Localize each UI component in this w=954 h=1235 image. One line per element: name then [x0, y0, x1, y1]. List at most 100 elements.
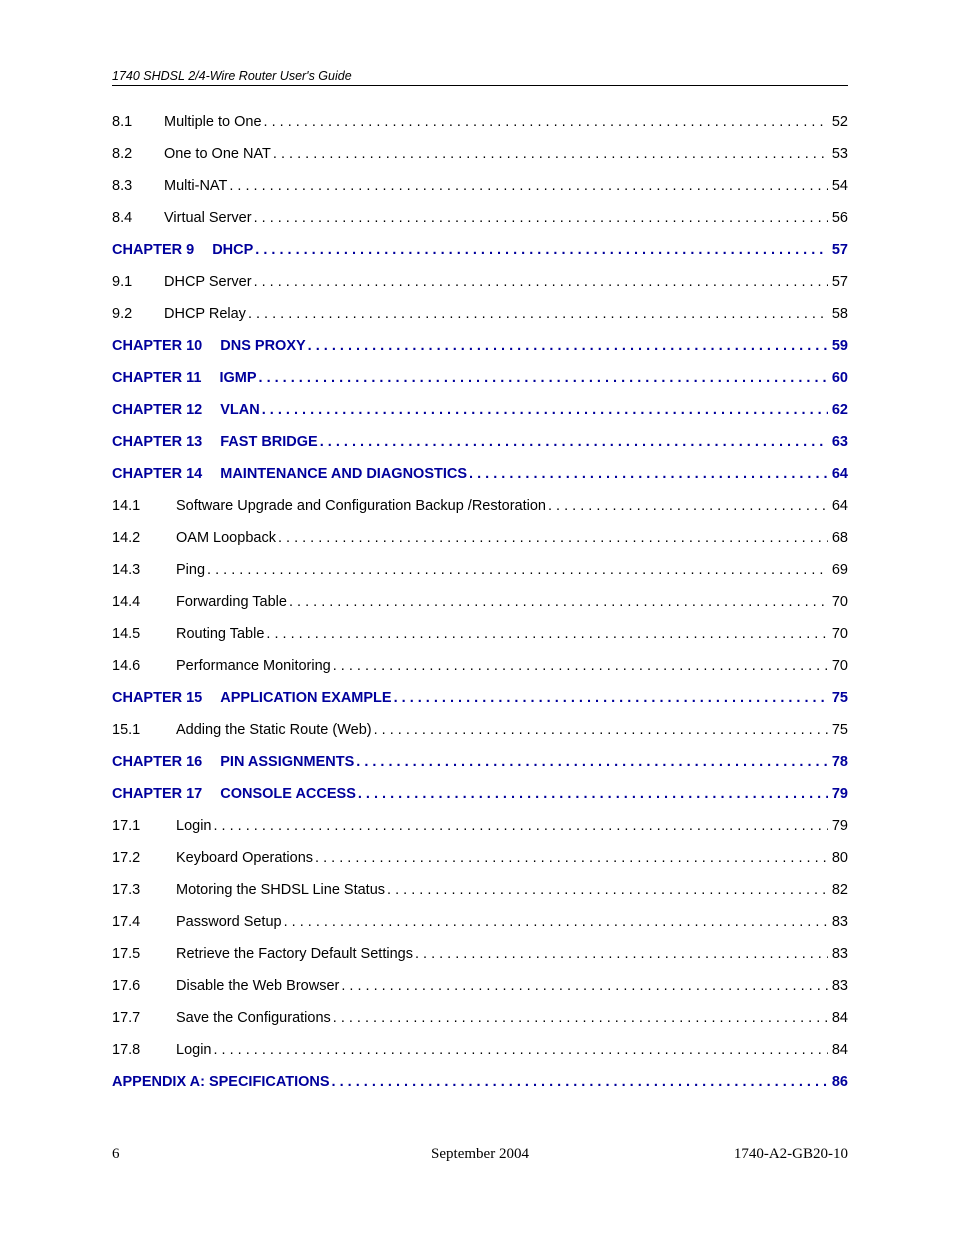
toc-chapter-row[interactable]: CHAPTER 9DHCP57: [112, 242, 848, 258]
toc-entry-title: Ping: [176, 562, 207, 578]
toc-section-number: 14.5: [112, 626, 176, 642]
toc-entry-title: Multi-NAT: [164, 178, 229, 194]
toc-leader-dots: [248, 306, 828, 322]
toc-leader-dots: [262, 402, 828, 418]
toc-section-number: 14.6: [112, 658, 176, 674]
toc-leader-dots: [332, 1074, 828, 1090]
toc-leader-dots: [278, 530, 828, 546]
toc-page-number: 57: [828, 274, 848, 290]
toc-section-row[interactable]: 17.4Password Setup83: [112, 914, 848, 930]
toc-entry-title: IGMP: [219, 370, 258, 386]
toc-chapter-row[interactable]: CHAPTER 12VLAN62: [112, 402, 848, 418]
toc-entry-title: FAST BRIDGE: [220, 434, 319, 450]
toc-section-row[interactable]: 9.1DHCP Server57: [112, 274, 848, 290]
toc-entry-title: APPENDIX A: SPECIFICATIONS: [112, 1074, 332, 1090]
toc-entry-title: Save the Configurations: [176, 1010, 333, 1026]
toc-section-number: 17.3: [112, 882, 176, 898]
toc-section-row[interactable]: 17.1Login79: [112, 818, 848, 834]
toc-chapter-row[interactable]: CHAPTER 13FAST BRIDGE63: [112, 434, 848, 450]
toc-chapter-number: CHAPTER 14: [112, 466, 220, 482]
toc-section-row[interactable]: 8.4Virtual Server 56: [112, 210, 848, 226]
toc-entry-title: CONSOLE ACCESS: [220, 786, 358, 802]
toc-section-row[interactable]: 8.2One to One NAT53: [112, 146, 848, 162]
toc-entry-title: Login: [176, 1042, 213, 1058]
toc-leader-dots: [266, 626, 827, 642]
toc-entry-title: APPLICATION EXAMPLE: [220, 690, 393, 706]
toc-page-number: 56: [828, 210, 848, 226]
toc-section-number: 17.2: [112, 850, 176, 866]
toc-page-number: 83: [828, 978, 848, 994]
page: 1740 SHDSL 2/4-Wire Router User's Guide …: [0, 0, 954, 1235]
toc-chapter-row[interactable]: CHAPTER 15APPLICATION EXAMPLE75: [112, 690, 848, 706]
toc-section-row[interactable]: 17.3Motoring the SHDSL Line Status82: [112, 882, 848, 898]
toc-page-number: 75: [828, 690, 848, 706]
toc-entry-title: DHCP Relay: [164, 306, 248, 322]
toc-page-number: 52: [828, 114, 848, 130]
toc-chapter-row[interactable]: CHAPTER 17CONSOLE ACCESS79: [112, 786, 848, 802]
toc-leader-dots: [320, 434, 828, 450]
toc-chapter-row[interactable]: CHAPTER 14MAINTENANCE AND DIAGNOSTICS 64: [112, 466, 848, 482]
toc-section-row[interactable]: 17.7Save the Configurations 84: [112, 1010, 848, 1026]
toc-page-number: 59: [828, 338, 848, 354]
toc-leader-dots: [358, 786, 828, 802]
toc-leader-dots: [213, 818, 827, 834]
toc-leader-dots: [415, 946, 828, 962]
toc-section-row[interactable]: 14.3Ping 69: [112, 562, 848, 578]
toc-section-row[interactable]: 8.1Multiple to One52: [112, 114, 848, 130]
toc-page-number: 68: [828, 530, 848, 546]
toc-leader-dots: [387, 882, 828, 898]
page-footer: 6 September 2004 1740-A2-GB20-10: [112, 1146, 848, 1163]
toc-section-number: 14.3: [112, 562, 176, 578]
toc-entry-title: MAINTENANCE AND DIAGNOSTICS: [220, 466, 469, 482]
toc-entry-title: OAM Loopback: [176, 530, 278, 546]
toc-leader-dots: [315, 850, 828, 866]
toc-section-row[interactable]: 17.5Retrieve the Factory Default Setting…: [112, 946, 848, 962]
toc-section-row[interactable]: 17.6Disable the Web Browser 83: [112, 978, 848, 994]
toc-leader-dots: [254, 274, 828, 290]
toc-entry-title: Virtual Server: [164, 210, 254, 226]
toc-leader-dots: [259, 370, 828, 386]
toc-section-row[interactable]: 9.2DHCP Relay 58: [112, 306, 848, 322]
toc-chapter-row[interactable]: CHAPTER 10DNS PROXY59: [112, 338, 848, 354]
toc-page-number: 64: [828, 466, 848, 482]
toc-section-row[interactable]: 14.6Performance Monitoring70: [112, 658, 848, 674]
toc-section-row[interactable]: 17.2Keyboard Operations80: [112, 850, 848, 866]
toc-chapter-row[interactable]: CHAPTER 11IGMP60: [112, 370, 848, 386]
toc-section-number: 8.4: [112, 210, 164, 226]
toc-page-number: 62: [828, 402, 848, 418]
toc-section-row[interactable]: 8.3Multi-NAT54: [112, 178, 848, 194]
toc-page-number: 69: [828, 562, 848, 578]
toc-section-number: 9.2: [112, 306, 164, 322]
toc-page-number: 70: [828, 594, 848, 610]
toc-entry-title: Performance Monitoring: [176, 658, 333, 674]
toc-section-row[interactable]: 14.1Software Upgrade and Configuration B…: [112, 498, 848, 514]
toc-section-row[interactable]: 14.2OAM Loopback 68: [112, 530, 848, 546]
toc-section-number: 17.6: [112, 978, 176, 994]
toc-chapter-row[interactable]: CHAPTER 16PIN ASSIGNMENTS78: [112, 754, 848, 770]
toc-entry-title: One to One NAT: [164, 146, 273, 162]
toc-section-number: 14.2: [112, 530, 176, 546]
toc-chapter-number: CHAPTER 12: [112, 402, 220, 418]
toc-section-row[interactable]: 14.5Routing Table 70: [112, 626, 848, 642]
toc-page-number: 84: [828, 1010, 848, 1026]
toc-section-row[interactable]: 14.4Forwarding Table70: [112, 594, 848, 610]
toc-page-number: 58: [828, 306, 848, 322]
footer-date: September 2004: [112, 1146, 848, 1163]
toc-section-number: 17.4: [112, 914, 176, 930]
toc-entry-title: Routing Table: [176, 626, 266, 642]
toc-leader-dots: [289, 594, 828, 610]
toc-appendix-row[interactable]: APPENDIX A: SPECIFICATIONS86: [112, 1074, 848, 1090]
toc-section-row[interactable]: 17.8Login84: [112, 1042, 848, 1058]
toc-entry-title: Disable the Web Browser: [176, 978, 341, 994]
toc-leader-dots: [308, 338, 828, 354]
toc-leader-dots: [207, 562, 828, 578]
toc-section-row[interactable]: 15.1Adding the Static Route (Web)75: [112, 722, 848, 738]
toc-entry-title: Login: [176, 818, 213, 834]
toc-chapter-number: CHAPTER 13: [112, 434, 220, 450]
toc-page-number: 70: [828, 626, 848, 642]
toc-page-number: 79: [828, 786, 848, 802]
toc-section-number: 17.7: [112, 1010, 176, 1026]
toc-entry-title: DHCP: [212, 242, 255, 258]
toc-entry-title: DHCP Server: [164, 274, 254, 290]
toc-section-number: 8.1: [112, 114, 164, 130]
